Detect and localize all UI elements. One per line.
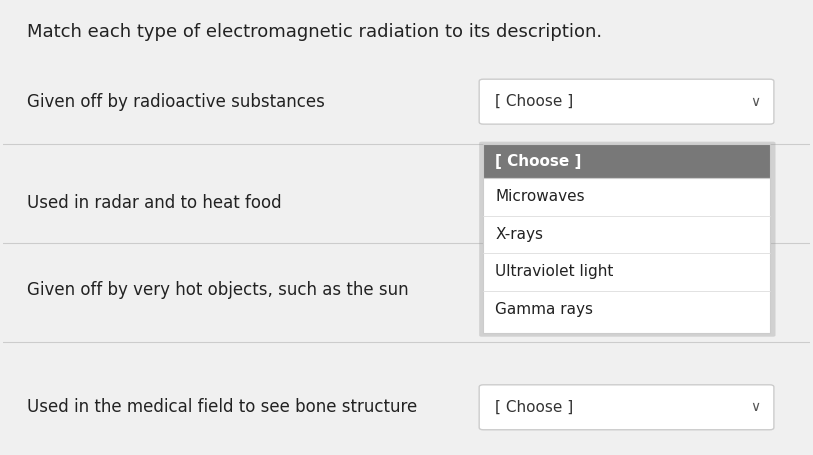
Text: ∨: ∨ [750,95,760,109]
Text: X-rays: X-rays [495,227,543,242]
Text: [ Choose ]: [ Choose ] [495,400,573,415]
Text: [ Choose ]: [ Choose ] [495,154,581,169]
Text: [ Choose ]: [ Choose ] [495,94,573,109]
Text: Used in radar and to heat food: Used in radar and to heat food [27,194,281,212]
FancyBboxPatch shape [479,79,774,124]
Text: Used in the medical field to see bone structure: Used in the medical field to see bone st… [27,398,417,416]
Text: Ultraviolet light: Ultraviolet light [495,264,614,279]
Text: Gamma rays: Gamma rays [495,302,593,317]
Text: Given off by very hot objects, such as the sun: Given off by very hot objects, such as t… [27,282,409,299]
FancyBboxPatch shape [483,144,770,178]
Text: Given off by radioactive substances: Given off by radioactive substances [27,93,325,111]
Text: Match each type of electromagnetic radiation to its description.: Match each type of electromagnetic radia… [27,23,602,41]
Text: Microwaves: Microwaves [495,189,585,204]
Text: ∨: ∨ [750,400,760,415]
FancyBboxPatch shape [479,385,774,430]
FancyBboxPatch shape [479,142,776,337]
FancyBboxPatch shape [483,178,770,333]
